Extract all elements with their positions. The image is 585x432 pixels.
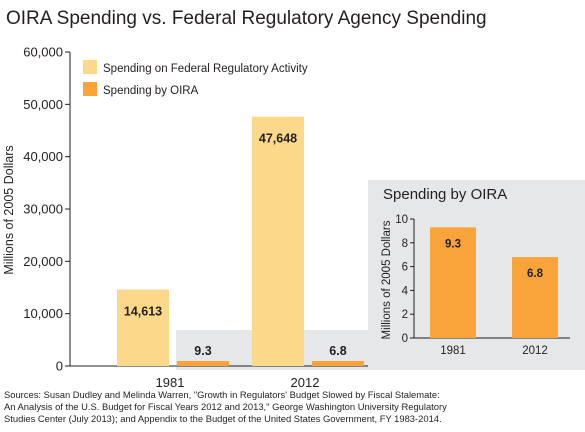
legend-label-regulatory: Spending on Federal Regulatory Activity [103,63,308,75]
inset-bar-oira-spending [512,257,558,338]
x-tick-label: 2012 [291,375,320,390]
inset-y-tick-label: 10 [395,214,408,226]
source-line-3: Studies Center (July 2013); and Appendix… [4,413,442,424]
inset-data-labels: 9.3 6.8 [445,238,544,280]
bar-regulatory-spending [252,116,304,366]
inset-y-tick-label: 6 [402,262,408,274]
inset-axes: 0 2 4 6 8 10 1981 2012 [395,214,570,357]
legend: Spending on Federal Regulatory Activity … [83,60,308,97]
inset-bar-oira-spending [430,227,476,338]
bar-value-label: 6.8 [329,344,346,358]
chart-title: OIRA Spending vs. Federal Regulatory Age… [6,8,487,29]
inset-x-tick-label: 1981 [440,345,466,357]
source-line-1: Sources: Susan Dudley and Melinda Warren… [4,389,440,400]
x-tick-label: 1981 [156,375,185,390]
highlight-panels [176,180,585,370]
inset-y-tick-label: 2 [402,309,408,321]
bar-value-label: 14,613 [124,305,162,319]
bar-regulatory-spending [117,289,169,366]
inset-bar-value-label: 6.8 [527,268,544,280]
main-bars [117,116,364,366]
inset-bar-value-label: 9.3 [445,238,461,250]
legend-swatch-oira [83,82,97,96]
inset-y-tick-label: 8 [402,238,408,250]
main-data-labels: 14,613 9.3 47,648 6.8 [124,132,347,358]
y-tick-label: 10,000 [23,306,63,321]
inset-y-tick-label: 0 [402,333,408,345]
inset-x-tick-label: 2012 [522,345,548,357]
inset-bars [430,227,558,338]
bar-oira-spending [177,361,229,366]
inset-highlight-panel [176,180,585,370]
y-axis-label: Millions of 2005 Dollars [2,145,16,274]
inset-chart-title: Spending by OIRA [383,186,507,203]
y-tick-label: 20,000 [23,254,63,269]
y-tick-label: 30,000 [23,202,63,217]
main-axes: 0 10,000 20,000 30,000 40,000 50,000 60,000 198… [23,45,368,390]
inset-y-axis-label: Millions of 2005 Dollars [381,220,393,339]
source-line-2: An Analysis of the U.S. Budget for Fisca… [4,401,447,412]
legend-label-oira: Spending by OIRA [103,85,199,97]
y-tick-label: 0 [56,359,63,374]
bar-value-label: 47,648 [259,132,297,146]
bar-oira-spending [312,361,364,366]
legend-swatch-regulatory [83,60,97,74]
y-tick-label: 40,000 [23,149,63,164]
source-note: Sources: Susan Dudley and Melinda Warren… [4,389,447,424]
inset-y-tick-label: 4 [402,285,409,297]
y-tick-label: 50,000 [23,97,63,112]
bar-value-label: 9.3 [194,344,211,358]
y-tick-label: 60,000 [23,45,63,60]
